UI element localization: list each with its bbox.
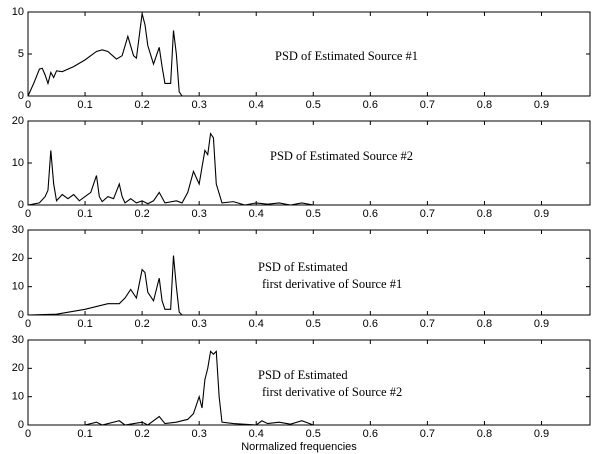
x-tick-label: 0.6 <box>363 208 378 220</box>
x-tick-label: 0.1 <box>77 318 92 330</box>
x-tick-label: 0.6 <box>363 99 378 111</box>
x-tick-label: 0.7 <box>420 428 435 440</box>
x-tick-label: 0.7 <box>420 318 435 330</box>
x-tick-label: 0.8 <box>477 318 492 330</box>
x-tick-label: 0 <box>25 99 31 111</box>
y-tick-label: 0 <box>18 90 24 102</box>
x-tick-label: 0.6 <box>363 318 378 330</box>
y-tick-label: 30 <box>12 224 24 236</box>
x-tick-label: 0.1 <box>77 99 92 111</box>
x-tick-label: 0.5 <box>306 208 321 220</box>
x-tick-label: 0.4 <box>249 428 264 440</box>
x-tick-label: 0.2 <box>134 318 149 330</box>
x-tick-label: 0.2 <box>134 428 149 440</box>
x-tick-label: 0.4 <box>249 208 264 220</box>
x-tick-label: 0.8 <box>477 208 492 220</box>
x-tick-label: 0.9 <box>534 428 549 440</box>
annotation: PSD of Estimated Source #1 <box>275 49 418 63</box>
x-tick-label: 0 <box>25 318 31 330</box>
axes-frame <box>27 339 591 426</box>
y-tick-label: 10 <box>12 391 24 403</box>
annotation: PSD of Estimated <box>258 260 348 274</box>
x-tick-label: 0.9 <box>534 99 549 111</box>
x-tick-label: 0.7 <box>420 99 435 111</box>
y-tick-label: 0 <box>18 199 24 211</box>
annotation: first derivative of Source #2 <box>262 385 402 399</box>
x-tick-label: 0.4 <box>249 99 264 111</box>
x-tick-label: 0.4 <box>249 318 264 330</box>
y-tick-label: 20 <box>12 252 24 264</box>
x-tick-label: 0.1 <box>77 208 92 220</box>
x-tick-label: 0.3 <box>192 99 207 111</box>
annotation: PSD of Estimated <box>258 368 348 382</box>
x-tick-label: 0.3 <box>192 318 207 330</box>
x-tick-label: 0.9 <box>534 208 549 220</box>
line <box>27 255 590 316</box>
x-tick-label: 0.2 <box>134 99 149 111</box>
x-tick-label: 0 <box>25 208 31 220</box>
x-tick-label: 0.5 <box>306 318 321 330</box>
y-tick-label: 20 <box>12 115 24 127</box>
x-axis-label: Normalized frequencies <box>241 441 357 453</box>
x-tick-label: 0.5 <box>306 428 321 440</box>
annotation: first derivative of Source #1 <box>262 277 402 291</box>
line <box>28 350 590 426</box>
x-tick-label: 0.7 <box>420 208 435 220</box>
line <box>27 13 590 97</box>
y-tick-label: 0 <box>18 309 24 321</box>
x-tick-label: 0.9 <box>534 318 549 330</box>
y-tick-label: 5 <box>18 48 24 60</box>
x-tick-label: 0.8 <box>477 99 492 111</box>
x-tick-label: 0 <box>25 428 31 440</box>
y-tick-label: 10 <box>12 6 24 18</box>
x-tick-label: 0.1 <box>77 428 92 440</box>
x-tick-label: 0.8 <box>477 428 492 440</box>
x-tick-label: 0.3 <box>192 428 207 440</box>
annotation: PSD of Estimated Source #2 <box>270 149 413 163</box>
y-tick-label: 10 <box>12 157 24 169</box>
x-tick-label: 0.3 <box>192 208 207 220</box>
y-tick-label: 0 <box>18 419 24 431</box>
y-tick-label: 10 <box>12 281 24 293</box>
y-tick-label: 30 <box>12 334 24 346</box>
line <box>27 132 590 206</box>
x-tick-label: 0.6 <box>363 428 378 440</box>
x-tick-label: 0.2 <box>134 208 149 220</box>
y-tick-label: 20 <box>12 362 24 374</box>
axes-frame <box>27 120 591 206</box>
x-tick-label: 0.5 <box>306 99 321 111</box>
